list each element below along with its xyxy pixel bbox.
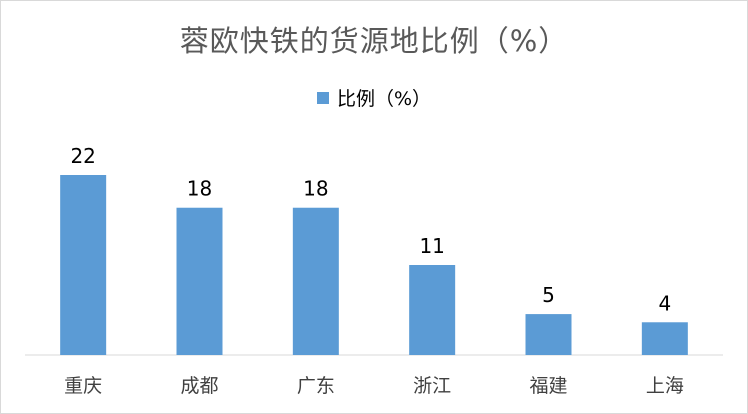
bar-2 (292, 207, 339, 355)
data-label: 5 (542, 283, 555, 307)
data-label: 18 (303, 177, 328, 201)
data-label: 11 (419, 234, 444, 258)
legend: 比例（%） (0, 84, 748, 111)
bar-5 (641, 322, 688, 355)
x-tick-label: 成都 (180, 375, 218, 397)
chart-title: 蓉欧快铁的货源地比例（%） (179, 24, 569, 58)
data-label: 4 (658, 291, 671, 315)
bar-3 (409, 265, 456, 355)
data-label: 18 (187, 177, 212, 201)
x-tick-label: 上海 (646, 375, 684, 397)
x-tick-label: 广东 (297, 375, 335, 397)
legend-swatch (316, 91, 329, 104)
x-tick-label: 浙江 (413, 375, 451, 397)
data-label: 22 (70, 144, 95, 168)
bar-1 (176, 207, 223, 355)
x-tick-label: 重庆 (64, 375, 102, 397)
x-tick-label: 福建 (529, 375, 567, 397)
bar-4 (525, 314, 572, 355)
legend-label: 比例（%） (336, 88, 432, 110)
bar-0 (60, 175, 107, 355)
